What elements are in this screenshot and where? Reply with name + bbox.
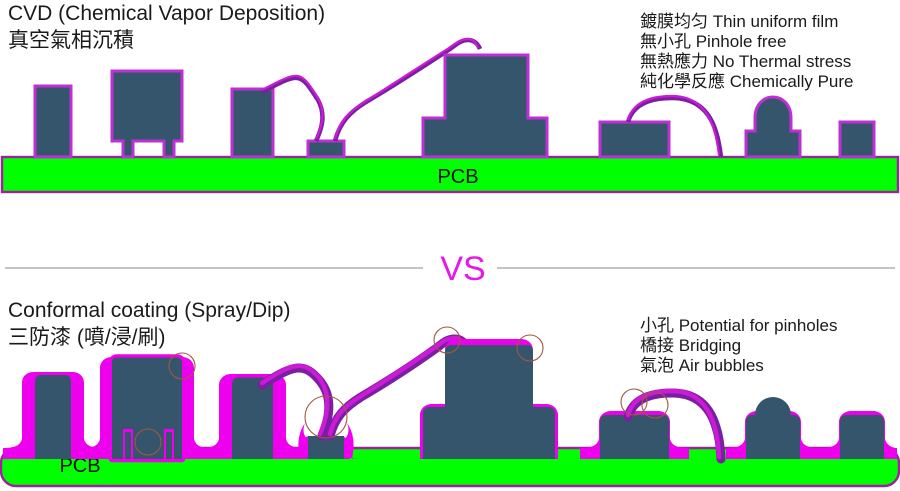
svg-text:PCB: PCB <box>437 166 478 188</box>
svg-text:VS: VS <box>440 250 485 288</box>
